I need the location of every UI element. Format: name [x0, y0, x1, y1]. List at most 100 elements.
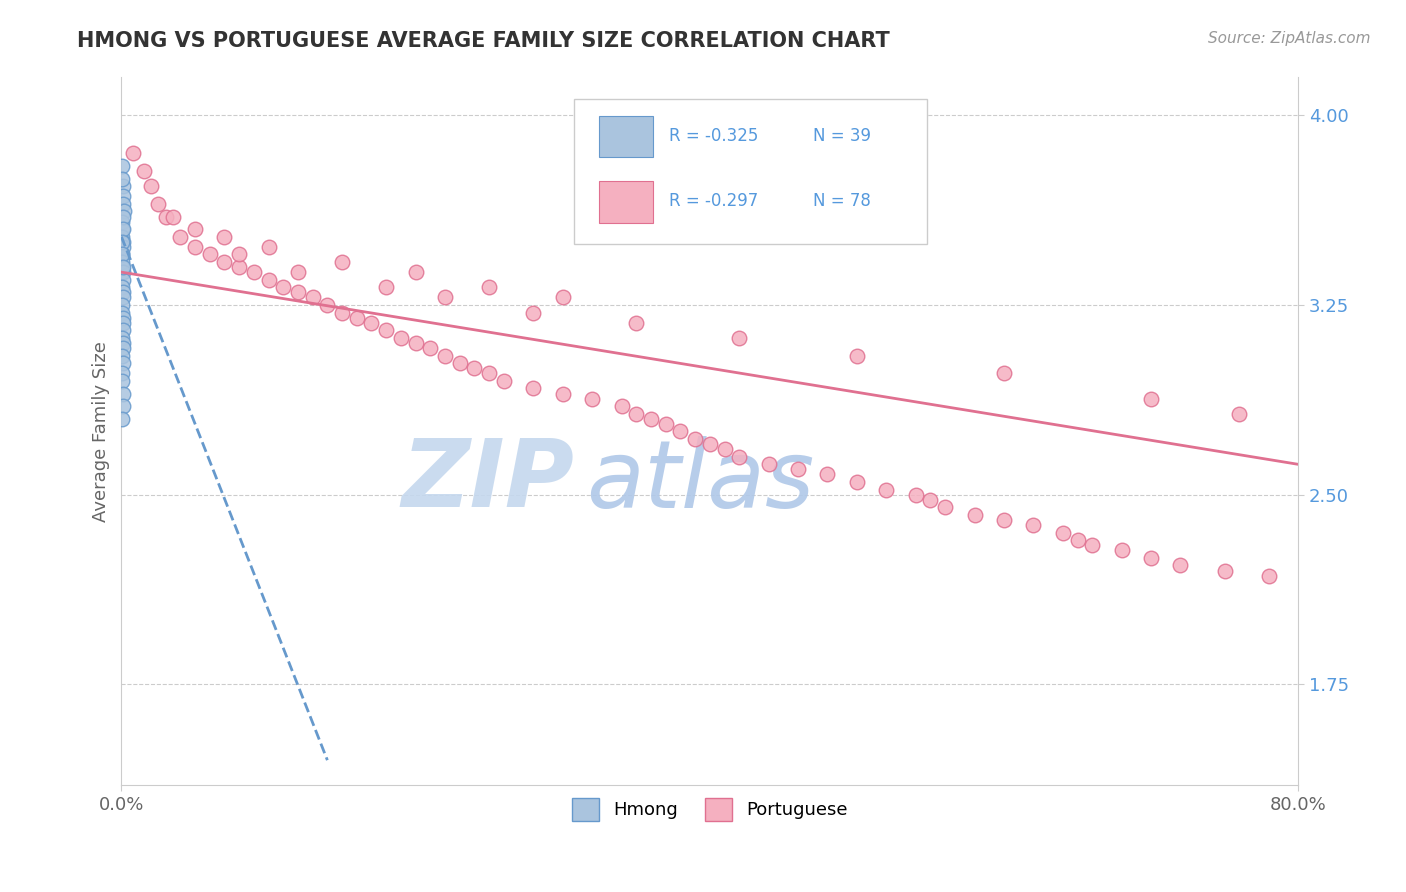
Point: [111, 305, 134, 319]
Point: [817, 467, 839, 482]
Point: [728, 331, 751, 345]
Point: [1066, 533, 1088, 548]
Point: [993, 366, 1015, 380]
Point: [111, 335, 134, 350]
Point: [111, 399, 134, 413]
Point: [522, 305, 544, 319]
Point: [375, 280, 398, 294]
Point: [111, 235, 134, 249]
Legend: Hmong, Portuguese: Hmong, Portuguese: [562, 789, 858, 830]
Point: [301, 290, 323, 304]
Point: [920, 492, 942, 507]
Point: [111, 189, 134, 203]
Point: [1213, 564, 1236, 578]
Point: [1140, 392, 1163, 406]
Point: [111, 349, 134, 363]
Point: [419, 341, 441, 355]
Point: [728, 450, 751, 464]
Point: [169, 229, 191, 244]
Point: [111, 356, 134, 370]
Point: [1170, 558, 1192, 573]
Point: [626, 407, 648, 421]
Point: [287, 285, 309, 300]
Text: Source: ZipAtlas.com: Source: ZipAtlas.com: [1208, 31, 1371, 46]
Point: [758, 458, 780, 472]
Point: [610, 399, 633, 413]
Point: [111, 210, 134, 224]
Point: [111, 260, 134, 274]
Point: [478, 366, 501, 380]
Point: [626, 316, 648, 330]
Point: [111, 366, 134, 380]
Point: [111, 298, 134, 312]
Point: [522, 381, 544, 395]
Point: [904, 488, 927, 502]
Point: [449, 356, 471, 370]
Point: [669, 425, 692, 439]
Point: [111, 235, 134, 249]
Point: [111, 247, 134, 261]
Point: [360, 316, 382, 330]
Point: [330, 305, 353, 319]
Point: [551, 386, 574, 401]
Point: [214, 229, 236, 244]
Point: [963, 508, 986, 522]
Point: [111, 290, 134, 304]
Point: [699, 437, 721, 451]
Point: [845, 349, 868, 363]
Point: [434, 349, 457, 363]
Y-axis label: Average Family Size: Average Family Size: [93, 341, 110, 522]
Point: [713, 442, 735, 457]
FancyBboxPatch shape: [599, 181, 654, 223]
Point: [375, 323, 398, 337]
Point: [111, 310, 134, 325]
Point: [389, 331, 412, 345]
Point: [111, 222, 134, 236]
Point: [111, 247, 134, 261]
Point: [111, 229, 134, 244]
Point: [1052, 525, 1074, 540]
Text: HMONG VS PORTUGUESE AVERAGE FAMILY SIZE CORRELATION CHART: HMONG VS PORTUGUESE AVERAGE FAMILY SIZE …: [77, 31, 890, 51]
Point: [640, 412, 662, 426]
Point: [111, 179, 134, 194]
Point: [330, 255, 353, 269]
Point: [111, 240, 134, 254]
Point: [139, 179, 162, 194]
Point: [492, 374, 515, 388]
Point: [551, 290, 574, 304]
Point: [257, 273, 280, 287]
Point: [1227, 407, 1250, 421]
Point: [111, 280, 134, 294]
Point: [111, 265, 134, 279]
Point: [214, 255, 236, 269]
FancyBboxPatch shape: [575, 99, 928, 244]
Point: [654, 417, 676, 431]
Point: [993, 513, 1015, 527]
Point: [111, 159, 134, 173]
Point: [111, 260, 134, 274]
Point: [1257, 568, 1279, 582]
Text: N = 78: N = 78: [813, 193, 872, 211]
Point: [434, 290, 457, 304]
Text: R = -0.297: R = -0.297: [669, 193, 758, 211]
Point: [228, 247, 250, 261]
Point: [148, 197, 170, 211]
Point: [111, 341, 134, 355]
Point: [184, 240, 207, 254]
Text: ZIP: ZIP: [402, 435, 575, 527]
Point: [184, 222, 207, 236]
Point: [405, 335, 427, 350]
Point: [463, 361, 485, 376]
Point: [1022, 518, 1045, 533]
Point: [162, 210, 184, 224]
Point: [845, 475, 868, 489]
Point: [111, 273, 134, 287]
Point: [198, 247, 221, 261]
Point: [111, 412, 134, 426]
Point: [243, 265, 266, 279]
Point: [132, 164, 155, 178]
Point: [1081, 538, 1104, 552]
Point: [405, 265, 427, 279]
Point: [683, 432, 706, 446]
Point: [1140, 550, 1163, 565]
